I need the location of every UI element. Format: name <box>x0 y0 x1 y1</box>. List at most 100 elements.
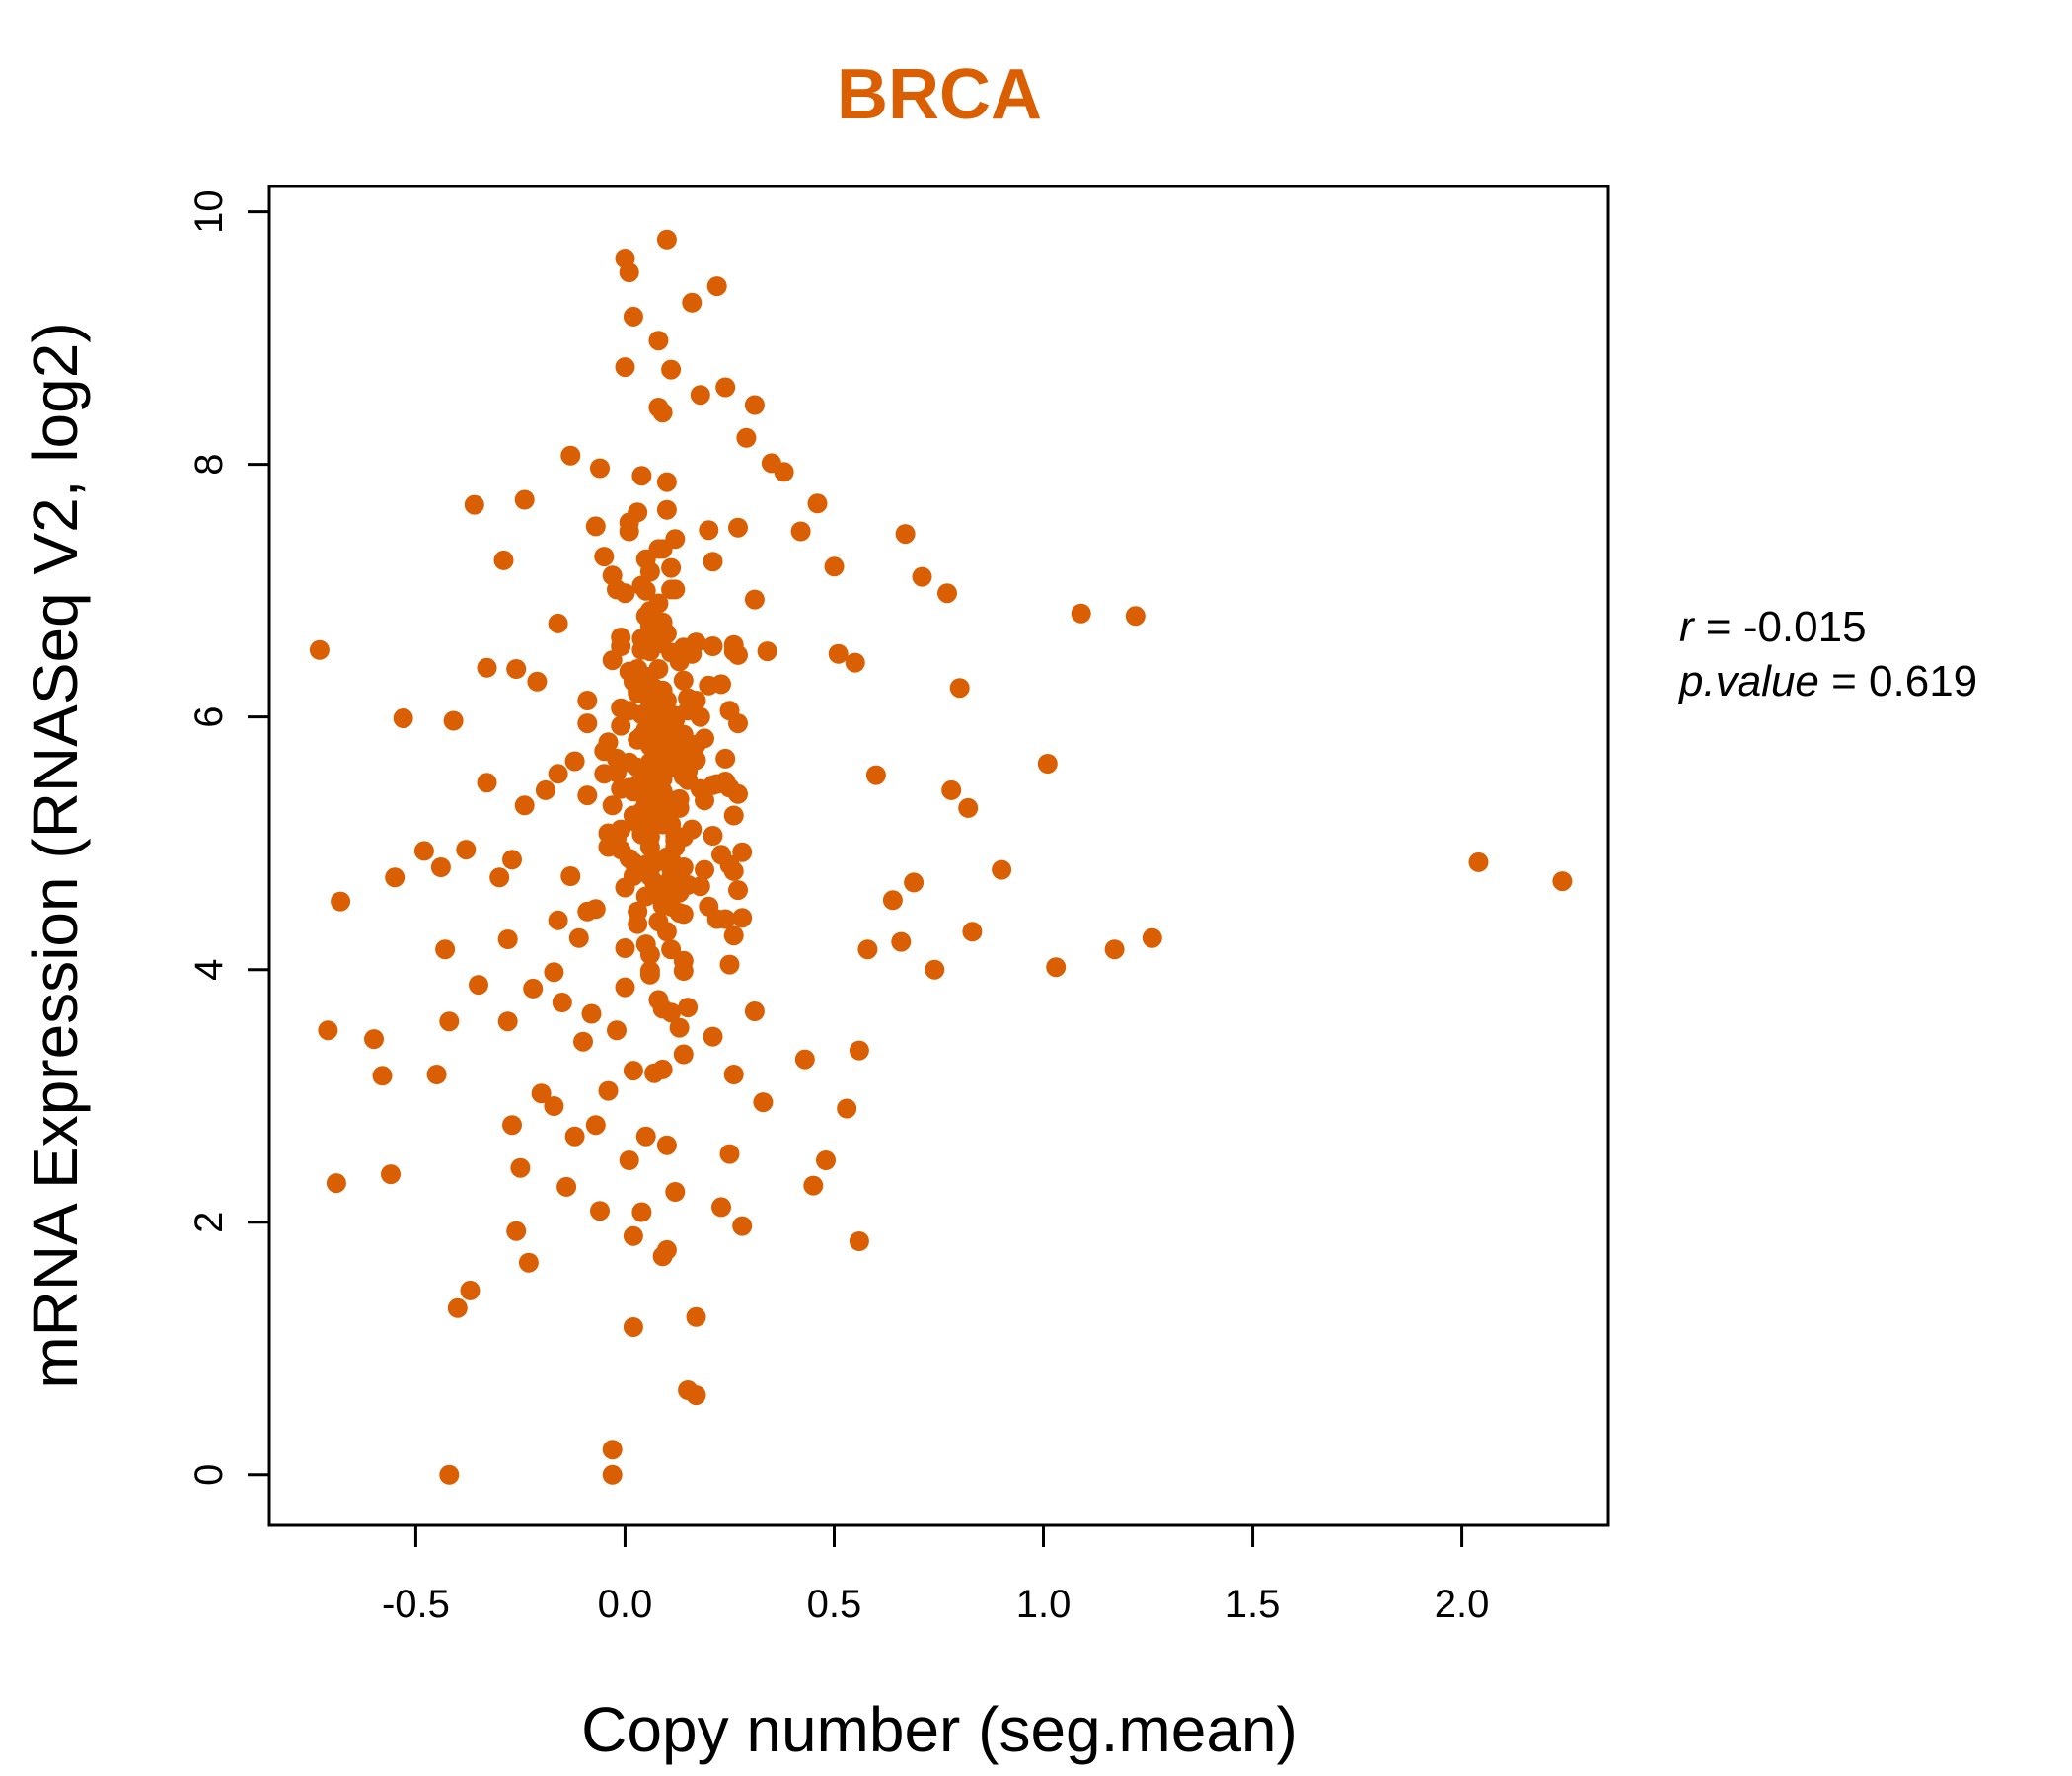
data-point <box>523 978 544 999</box>
data-point <box>732 842 753 862</box>
data-point <box>639 616 660 636</box>
data-point <box>648 331 669 351</box>
data-point <box>602 795 623 816</box>
data-point <box>590 1201 610 1221</box>
data-point <box>619 701 639 721</box>
data-point <box>639 601 660 622</box>
data-point <box>962 922 983 942</box>
data-point <box>665 1182 686 1202</box>
data-point <box>497 1011 518 1032</box>
data-point <box>615 938 635 958</box>
data-point <box>644 725 665 746</box>
data-point <box>560 866 581 886</box>
data-point <box>732 908 753 928</box>
data-point <box>598 1080 619 1101</box>
data-point <box>393 708 413 728</box>
data-point <box>695 790 714 811</box>
data-point <box>623 1317 643 1337</box>
data-point <box>426 1065 447 1084</box>
data-point <box>560 445 581 466</box>
data-point <box>364 1029 384 1050</box>
data-points <box>309 229 1573 1485</box>
data-point <box>828 643 849 664</box>
data-point <box>656 499 677 520</box>
data-point <box>719 954 740 975</box>
data-point <box>678 701 699 721</box>
data-point <box>958 797 979 818</box>
data-point <box>535 779 555 800</box>
data-point <box>623 1061 643 1081</box>
data-point <box>619 1150 639 1170</box>
data-point <box>736 427 757 448</box>
data-point <box>531 1083 552 1104</box>
data-point <box>544 962 564 983</box>
x-axis-label: Copy number (seg.mean) <box>581 1694 1297 1765</box>
data-point <box>602 1440 623 1460</box>
data-point <box>699 896 719 917</box>
data-point <box>703 1026 723 1047</box>
x-tick-label: 2.0 <box>1435 1583 1490 1626</box>
data-point <box>497 929 518 949</box>
data-point <box>882 890 903 911</box>
data-point <box>794 1049 815 1070</box>
data-point <box>607 748 627 769</box>
data-point <box>648 912 669 932</box>
data-point <box>493 550 514 570</box>
data-point <box>326 1173 346 1194</box>
data-point <box>573 1031 593 1052</box>
data-point <box>439 1464 460 1485</box>
data-point <box>661 557 682 578</box>
data-point <box>661 642 682 663</box>
data-point <box>728 517 748 538</box>
data-point <box>719 701 740 721</box>
data-point <box>744 589 765 610</box>
data-point <box>577 691 598 710</box>
x-tick-label: 0.0 <box>598 1583 653 1626</box>
data-point <box>644 783 665 804</box>
data-point <box>577 713 598 734</box>
x-tick-label: -0.5 <box>382 1583 450 1626</box>
data-point <box>744 395 765 415</box>
data-point <box>656 1135 677 1155</box>
data-point <box>635 580 656 601</box>
data-point <box>648 539 669 559</box>
data-point <box>757 641 777 662</box>
x-tick-label: 1.5 <box>1225 1583 1281 1626</box>
data-point <box>656 229 677 250</box>
x-tick-label: 1.0 <box>1016 1583 1072 1626</box>
data-point <box>443 710 464 731</box>
data-point <box>372 1066 393 1086</box>
data-point <box>774 462 794 482</box>
svg-text:r = -0.015: r = -0.015 <box>1679 603 1867 651</box>
y-tick-label: 6 <box>187 706 231 728</box>
data-point <box>678 998 699 1018</box>
data-point <box>669 1017 690 1038</box>
data-point <box>564 1126 585 1147</box>
data-point <box>661 359 682 380</box>
data-point <box>690 385 710 406</box>
data-point <box>435 939 456 960</box>
data-point <box>619 777 639 798</box>
data-point <box>1468 851 1489 872</box>
data-point <box>895 524 916 545</box>
data-point <box>925 959 945 980</box>
data-point <box>706 276 727 297</box>
data-point <box>430 857 451 877</box>
data-point <box>502 1115 522 1136</box>
data-point <box>682 819 703 840</box>
data-point <box>619 262 639 283</box>
data-point <box>514 489 535 510</box>
data-point <box>912 566 932 587</box>
data-point <box>941 779 962 800</box>
data-point <box>703 552 723 572</box>
data-point <box>686 1385 706 1406</box>
data-point <box>661 1002 682 1023</box>
data-point <box>949 678 970 699</box>
data-point <box>506 659 527 679</box>
data-point <box>816 1150 836 1170</box>
data-point <box>564 751 585 772</box>
data-point <box>723 1065 744 1084</box>
data-point <box>699 520 719 541</box>
data-point <box>552 993 572 1012</box>
